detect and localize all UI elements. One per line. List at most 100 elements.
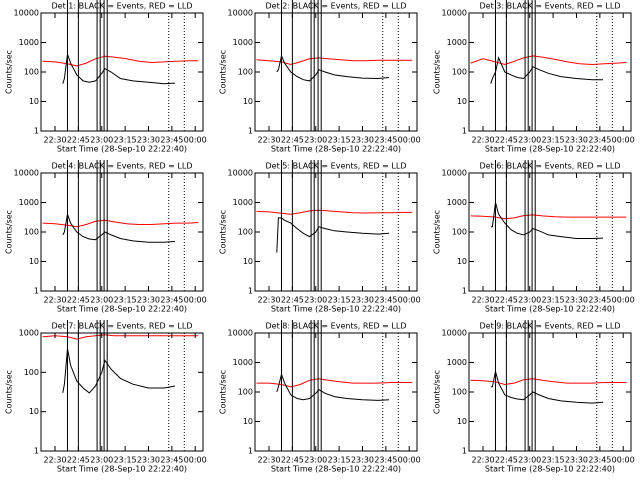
y-axis-label: Counts/sec xyxy=(433,210,442,254)
chart-title: Det 7: BLACK = Events, RED = LLD xyxy=(52,322,193,331)
x-tick-label: 00:00 xyxy=(398,136,421,145)
x-tick-label: 22:45 xyxy=(67,136,90,145)
x-tick-label: 22:30 xyxy=(43,296,66,305)
y-tick-label: 10 xyxy=(457,417,467,426)
plot-frame xyxy=(468,12,632,132)
y-axis-label: Counts/sec xyxy=(5,50,14,94)
plot-frame xyxy=(40,172,204,292)
chart-title: Det 9: BLACK = Events, RED = LLD xyxy=(480,322,621,331)
y-tick-label: 1000 xyxy=(233,358,253,367)
x-axis-label: Start Time (28-Sep-10 22:22:40) xyxy=(271,145,401,154)
y-tick-label: 1 xyxy=(462,447,467,456)
series-line xyxy=(256,378,413,388)
x-tick-label: 22:30 xyxy=(471,136,494,145)
plot-frame xyxy=(254,172,418,292)
series-line xyxy=(42,219,199,228)
y-tick-label: 1000 xyxy=(233,198,253,207)
x-tick-label: 23:45 xyxy=(588,136,611,145)
x-tick-label: 23:30 xyxy=(137,296,160,305)
x-tick-label: 00:00 xyxy=(184,456,207,465)
x-tick-label: 23:30 xyxy=(137,456,160,465)
y-tick-label: 10000 xyxy=(442,9,467,18)
x-axis-label: Start Time (28-Sep-10 22:22:40) xyxy=(271,465,401,474)
x-tick-label: 00:00 xyxy=(612,296,635,305)
y-tick-label: 10 xyxy=(29,97,39,106)
y-tick-label: 1000 xyxy=(19,329,39,338)
x-tick-label: 23:15 xyxy=(328,136,351,145)
x-tick-label: 23:30 xyxy=(351,136,374,145)
x-tick-label: 23:15 xyxy=(114,456,137,465)
y-tick-label: 100 xyxy=(452,68,467,77)
x-tick-label: 22:45 xyxy=(67,456,90,465)
y-tick-label: 10 xyxy=(457,97,467,106)
chart-title: Det 1: BLACK = Events, RED = LLD xyxy=(52,2,193,11)
y-tick-label: 10000 xyxy=(228,9,253,18)
x-axis-label: Start Time (28-Sep-10 22:22:40) xyxy=(485,145,615,154)
y-tick-label: 1000 xyxy=(447,358,467,367)
x-tick-label: 22:45 xyxy=(495,456,518,465)
y-tick-label: 10 xyxy=(457,257,467,266)
y-tick-label: 100 xyxy=(24,228,39,237)
y-tick-label: 10000 xyxy=(442,169,467,178)
series-line xyxy=(470,214,627,220)
x-axis-label: Start Time (28-Sep-10 22:22:40) xyxy=(485,465,615,474)
y-tick-label: 1000 xyxy=(19,198,39,207)
x-tick-label: 23:00 xyxy=(90,456,113,465)
x-tick-label: 22:45 xyxy=(281,456,304,465)
x-tick-label: 00:00 xyxy=(398,456,421,465)
x-tick-label: 23:30 xyxy=(137,136,160,145)
y-tick-label: 10000 xyxy=(228,329,253,338)
y-tick-label: 100 xyxy=(238,68,253,77)
y-tick-label: 1 xyxy=(34,447,39,456)
series-line xyxy=(470,55,627,66)
x-tick-label: 22:45 xyxy=(67,296,90,305)
x-tick-label: 22:30 xyxy=(471,296,494,305)
series-line xyxy=(276,217,390,253)
y-tick-label: 100 xyxy=(24,368,39,377)
y-tick-label: 100 xyxy=(238,228,253,237)
x-tick-label: 23:30 xyxy=(565,456,588,465)
x-tick-label: 22:30 xyxy=(471,456,494,465)
plot-frame xyxy=(254,332,418,452)
x-axis-label: Start Time (28-Sep-10 22:22:40) xyxy=(57,465,187,474)
x-tick-label: 23:15 xyxy=(542,296,565,305)
y-tick-label: 10000 xyxy=(14,9,39,18)
x-tick-label: 23:30 xyxy=(351,456,374,465)
x-tick-label: 23:30 xyxy=(565,296,588,305)
x-tick-label: 23:00 xyxy=(304,296,327,305)
x-axis-label: Start Time (28-Sep-10 22:22:40) xyxy=(57,145,187,154)
x-tick-label: 23:00 xyxy=(518,136,541,145)
x-tick-label: 22:30 xyxy=(43,456,66,465)
x-tick-label: 22:45 xyxy=(495,296,518,305)
x-tick-label: 22:30 xyxy=(257,296,280,305)
series-line xyxy=(276,54,390,82)
x-tick-label: 23:00 xyxy=(90,296,113,305)
x-tick-label: 23:15 xyxy=(114,296,137,305)
chart-title: Det 6: BLACK = Events, RED = LLD xyxy=(480,162,621,171)
x-tick-label: 22:45 xyxy=(495,136,518,145)
chart-title: Det 5: BLACK = Events, RED = LLD xyxy=(266,162,407,171)
x-tick-label: 00:00 xyxy=(184,136,207,145)
chart-title: Det 8: BLACK = Events, RED = LLD xyxy=(266,322,407,331)
y-tick-label: 1 xyxy=(248,287,253,296)
x-tick-label: 23:00 xyxy=(518,456,541,465)
x-tick-label: 00:00 xyxy=(612,456,635,465)
y-tick-label: 10 xyxy=(243,97,253,106)
x-tick-label: 23:30 xyxy=(351,296,374,305)
x-tick-label: 23:45 xyxy=(588,296,611,305)
y-tick-label: 1 xyxy=(248,127,253,136)
plot-frame xyxy=(468,172,632,292)
x-tick-label: 23:45 xyxy=(160,136,183,145)
x-tick-label: 22:45 xyxy=(281,296,304,305)
y-tick-label: 10000 xyxy=(228,169,253,178)
y-tick-label: 100 xyxy=(238,388,253,397)
x-tick-label: 00:00 xyxy=(398,296,421,305)
y-axis-label: Counts/sec xyxy=(5,210,14,254)
plot-frame xyxy=(468,332,632,452)
y-tick-label: 10 xyxy=(29,407,39,416)
y-axis-label: Counts/sec xyxy=(219,370,228,414)
y-tick-label: 1 xyxy=(34,127,39,136)
series-line xyxy=(490,371,604,404)
y-tick-label: 10000 xyxy=(442,329,467,338)
